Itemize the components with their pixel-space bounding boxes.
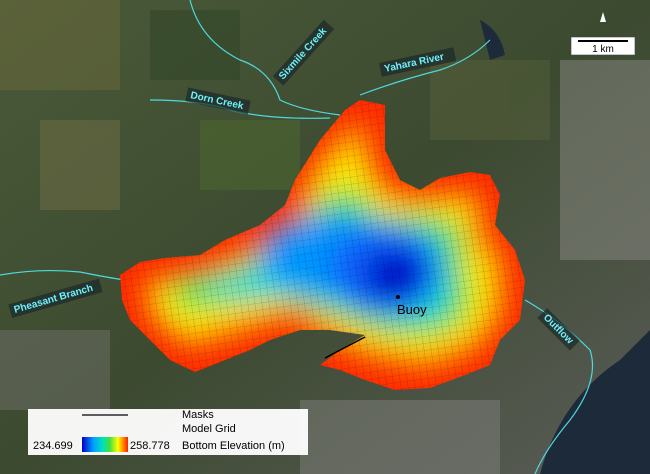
pond [480, 20, 505, 60]
colorbar-max: 258.778 [130, 440, 170, 452]
colorbar [82, 437, 128, 452]
lake-monona [540, 330, 650, 474]
buoy-label: Buoy [397, 302, 427, 317]
colorbar-min: 234.699 [33, 440, 73, 452]
scale-bar: 1 km [570, 12, 636, 56]
colorbar-title: Bottom Elevation (m) [182, 440, 285, 452]
legend-grid: Model Grid [182, 423, 236, 435]
buoy-marker [396, 295, 400, 299]
legend-masks: Masks [182, 409, 214, 421]
scale-label: 1 km [592, 44, 614, 55]
mask-line [324, 336, 366, 359]
north-arrow [600, 12, 606, 22]
legend: Masks Model Grid 234.699 258.778 Bottom … [28, 409, 308, 455]
